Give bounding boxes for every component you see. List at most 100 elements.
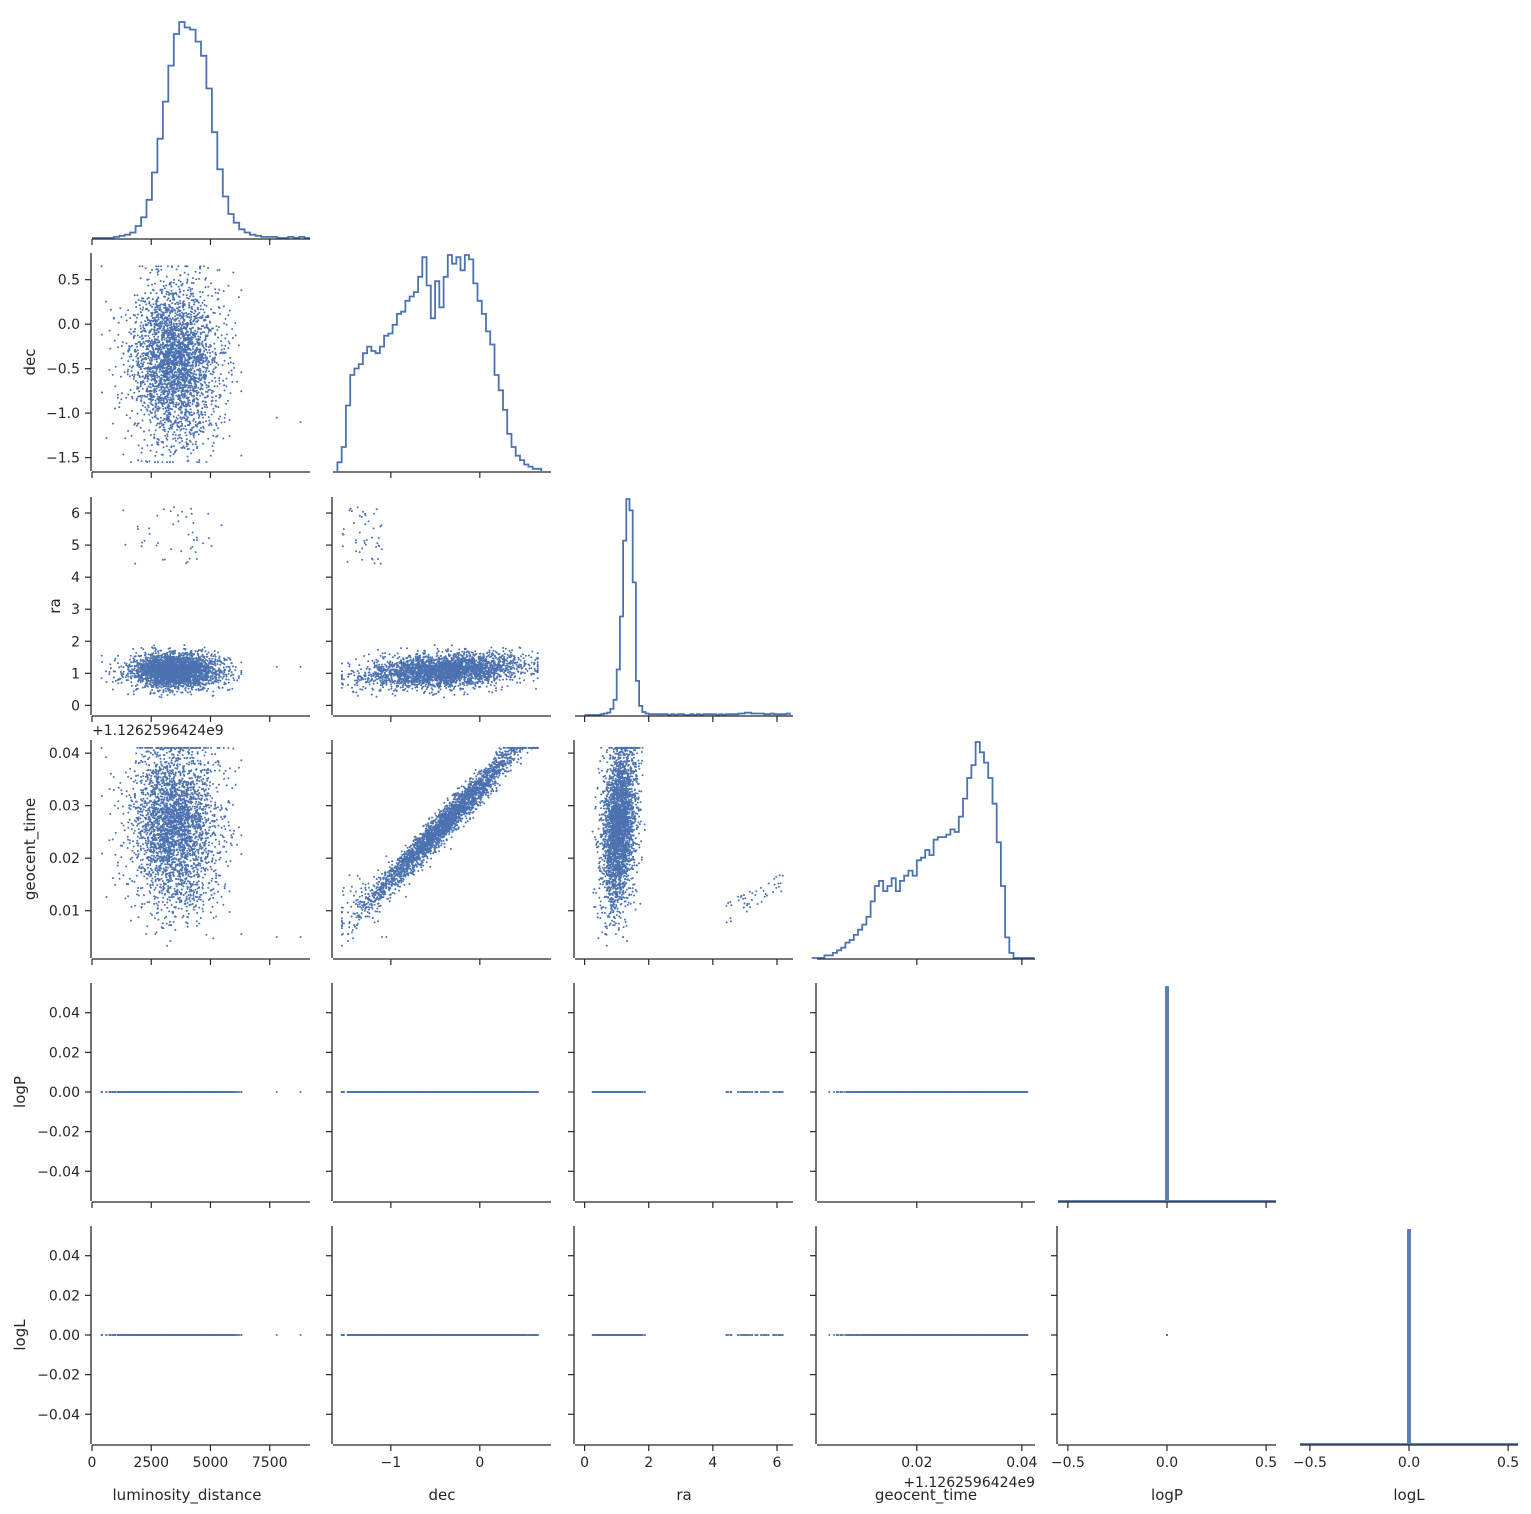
- scatter-point: [176, 323, 178, 325]
- scatter-point: [154, 283, 156, 285]
- scatter-point: [190, 288, 192, 290]
- scatter-point: [101, 334, 103, 336]
- scatter-point: [190, 290, 192, 292]
- scatter-point: [153, 434, 155, 436]
- scatter-point: [137, 413, 139, 415]
- scatter-point: [142, 375, 144, 377]
- scatter-point: [218, 418, 220, 420]
- scatter-point: [208, 424, 210, 426]
- scatter-point: [197, 651, 199, 653]
- scatter-point: [219, 313, 221, 315]
- scatter-point: [150, 450, 152, 452]
- scatter-point: [173, 279, 175, 281]
- scatter-point: [179, 362, 181, 364]
- scatter-point: [143, 361, 145, 363]
- scatter-point: [185, 690, 187, 692]
- scatter-point: [177, 387, 179, 389]
- scatter-point: [193, 378, 195, 380]
- scatter-point: [186, 316, 188, 318]
- scatter-point: [154, 358, 156, 360]
- scatter-point: [159, 696, 161, 698]
- scatter-point: [219, 656, 221, 658]
- scatter-point: [130, 346, 132, 348]
- scatter-point: [185, 312, 187, 314]
- scatter-point: [166, 433, 168, 435]
- scatter-point: [121, 357, 123, 359]
- scatter-point: [193, 387, 195, 389]
- scatter-point: [167, 397, 169, 399]
- scatter-point: [227, 679, 229, 681]
- scatter-point: [188, 534, 190, 536]
- scatter-point: [179, 430, 181, 432]
- scatter-point: [127, 369, 129, 371]
- scatter-point: [154, 380, 156, 382]
- scatter-point: [193, 332, 195, 334]
- scatter-point: [146, 279, 148, 281]
- scatter-point: [137, 363, 139, 365]
- scatter-point: [189, 389, 191, 391]
- scatter-point: [227, 400, 229, 402]
- scatter-point: [137, 358, 139, 360]
- scatter-point: [166, 341, 168, 343]
- scatter-point: [207, 660, 209, 662]
- scatter-point: [188, 688, 190, 690]
- scatter-point: [231, 688, 233, 690]
- scatter-point: [144, 343, 146, 345]
- scatter-point: [190, 332, 192, 334]
- scatter-point: [165, 309, 167, 311]
- scatter-point: [156, 424, 158, 426]
- scatter-point: [179, 313, 181, 315]
- scatter-point: [161, 384, 163, 386]
- scatter-point: [142, 395, 144, 397]
- scatter-point: [212, 450, 214, 452]
- scatter-point: [186, 438, 188, 440]
- scatter-point: [147, 335, 149, 337]
- scatter-point: [238, 344, 240, 346]
- scatter-point: [131, 396, 133, 398]
- scatter-point: [219, 383, 221, 385]
- scatter-point: [169, 420, 171, 422]
- scatter-point: [151, 328, 153, 330]
- scatter-point: [182, 294, 184, 296]
- scatter-point: [173, 374, 175, 376]
- scatter-point: [229, 343, 231, 345]
- scatter-point: [178, 427, 180, 429]
- scatter-point: [215, 400, 217, 402]
- scatter-point: [143, 341, 145, 343]
- scatter-point: [183, 334, 185, 336]
- scatter-point: [173, 332, 175, 334]
- scatter-point: [117, 346, 119, 348]
- scatter-point: [159, 308, 161, 310]
- scatter-point: [186, 384, 188, 386]
- scatter-point: [199, 272, 201, 274]
- scatter-point: [192, 320, 194, 322]
- scatter-point: [154, 341, 156, 343]
- scatter-point: [217, 682, 219, 684]
- scatter-point: [205, 404, 207, 406]
- scatter-point: [135, 343, 137, 345]
- scatter-point: [149, 460, 151, 462]
- scatter-point: [152, 320, 154, 322]
- scatter-point: [197, 680, 199, 682]
- scatter-point: [201, 384, 203, 386]
- scatter-point: [195, 424, 197, 426]
- scatter-point: [146, 308, 148, 310]
- scatter-point: [168, 380, 170, 382]
- scatter-point: [213, 371, 215, 373]
- scatter-point: [212, 445, 214, 447]
- scatter-point: [211, 328, 213, 330]
- scatter-point: [165, 337, 167, 339]
- scatter-point: [157, 349, 159, 351]
- scatter-point: [139, 343, 141, 345]
- scatter-point: [140, 325, 142, 327]
- scatter-point: [163, 426, 165, 428]
- scatter-point: [167, 694, 169, 696]
- scatter-point: [215, 292, 217, 294]
- scatter-point: [155, 338, 157, 340]
- scatter-point: [214, 288, 216, 290]
- scatter-point: [214, 312, 216, 314]
- scatter-point: [176, 364, 178, 366]
- scatter-point: [167, 332, 169, 334]
- scatter-point: [181, 418, 183, 420]
